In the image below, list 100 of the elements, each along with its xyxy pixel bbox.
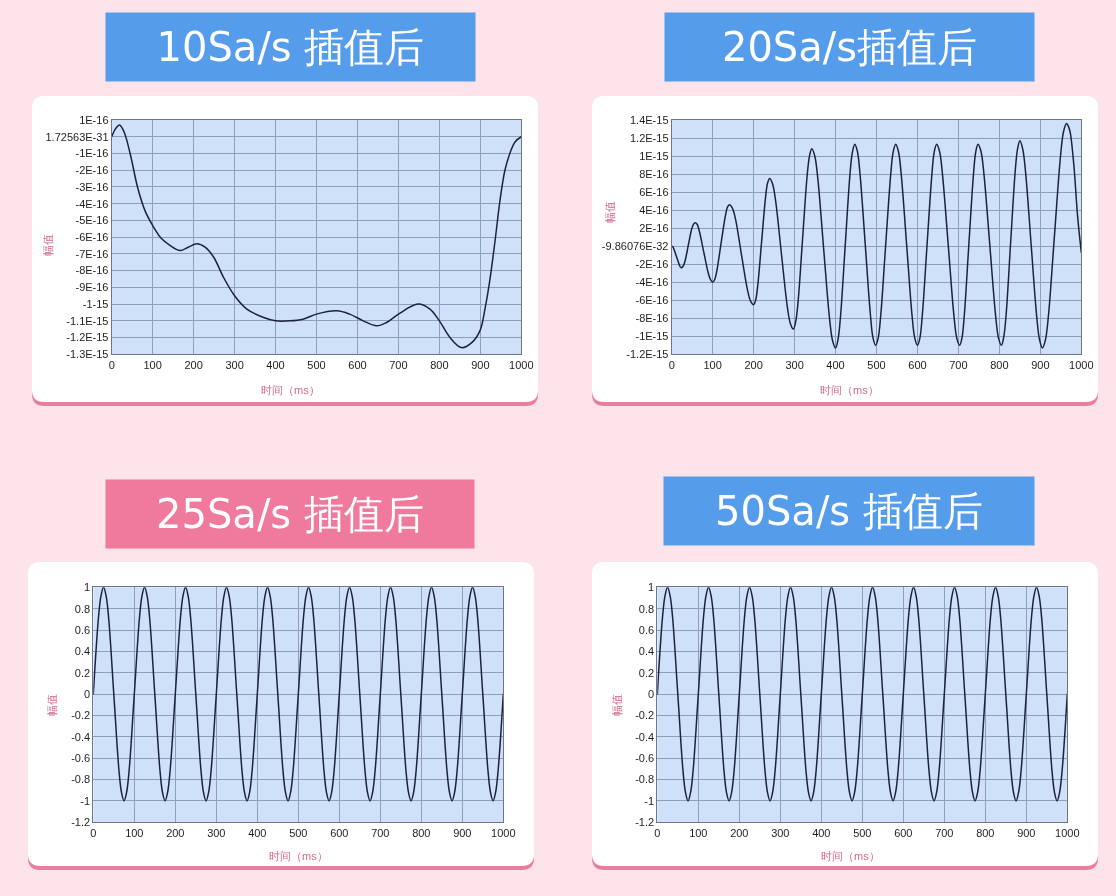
y-tick-label: 1.4E-15 (629, 113, 669, 126)
x-tick-label: 500 (307, 358, 326, 371)
x-tick-label: 400 (266, 358, 285, 371)
x-tick-label: 900 (471, 358, 490, 371)
x-tick-label: 100 (689, 826, 708, 839)
y-tick-label: 0.4 (638, 645, 655, 658)
x-tick-label: 100 (703, 358, 722, 371)
y-tick-label: 0 (647, 687, 655, 700)
y-tick-label: -2E-16 (75, 164, 109, 177)
y-tick-label: -3E-16 (75, 180, 109, 193)
y-tick-label: -2E-16 (635, 258, 669, 271)
y-axis-title: 幅值 (611, 694, 623, 716)
y-tick-label: -1 (644, 794, 655, 807)
chart-title: 10Sa/s 插值后 (156, 24, 425, 70)
x-tick-label: 300 (785, 358, 804, 371)
x-axis-title: 时间（ms） (820, 384, 879, 396)
x-tick-label: 300 (225, 358, 244, 371)
y-tick-label: 1.2E-15 (629, 131, 669, 144)
y-tick-label: 0 (83, 687, 91, 700)
y-tick-label: 0.8 (638, 602, 655, 615)
y-tick-label: -9E-16 (75, 281, 109, 294)
y-tick-label: -1E-15 (635, 330, 669, 343)
x-tick-label: 1000 (491, 826, 516, 839)
line-series (657, 587, 1068, 802)
x-tick-label: 1000 (1055, 826, 1080, 839)
y-tick-label: 8E-16 (639, 167, 669, 180)
x-tick-label: 400 (248, 826, 267, 839)
x-axis-title: 时间（ms） (261, 384, 320, 396)
y-tick-label: -9.86076E-32 (601, 240, 669, 253)
y-tick-label: -8E-16 (75, 264, 109, 277)
y-tick-label: -5E-16 (75, 214, 109, 227)
y-tick-label: -1.2E-15 (626, 348, 669, 361)
x-tick-label: 700 (389, 358, 408, 371)
x-tick-label: 500 (853, 826, 872, 839)
y-tick-label: 0.6 (74, 623, 91, 636)
x-tick-label: 700 (935, 826, 954, 839)
x-tick-label: 200 (184, 358, 203, 371)
y-tick-label: -7E-16 (75, 247, 109, 260)
y-tick-label: -0.4 (635, 730, 655, 743)
x-tick-label: 600 (348, 358, 367, 371)
y-tick-label: 6E-16 (639, 185, 669, 198)
y-tick-label: -0.8 (635, 773, 655, 786)
y-tick-label: -0.2 (635, 709, 655, 722)
x-tick-label: 1000 (509, 358, 534, 371)
x-tick-label: 600 (330, 826, 349, 839)
y-tick-label: 0.2 (74, 666, 91, 679)
y-tick-label: -1.3E-15 (66, 348, 109, 361)
y-tick-label: -1E-16 (75, 147, 109, 160)
x-tick-label: 100 (125, 826, 144, 839)
y-tick-label: 0.8 (74, 602, 91, 615)
y-axis-title: 幅值 (604, 201, 616, 223)
y-tick-label: -8E-16 (635, 312, 669, 325)
y-tick-label: 1 (647, 581, 655, 594)
y-tick-label: 1E-15 (639, 149, 669, 162)
x-tick-label: 900 (453, 826, 472, 839)
x-tick-label: 200 (730, 826, 749, 839)
x-tick-label: 100 (143, 358, 162, 371)
x-tick-label: 800 (976, 826, 995, 839)
y-tick-label: 0.4 (74, 645, 91, 658)
x-tick-label: 900 (1031, 358, 1050, 371)
x-tick-label: 900 (1017, 826, 1036, 839)
x-tick-label: 400 (812, 826, 831, 839)
y-tick-label: -0.6 (71, 752, 91, 765)
x-tick-label: 700 (949, 358, 968, 371)
y-tick-label: -0.6 (635, 752, 655, 765)
x-tick-label: 1000 (1069, 358, 1094, 371)
x-tick-label: 600 (908, 358, 927, 371)
y-tick-label: -0.2 (71, 709, 91, 722)
y-axis-title: 幅值 (42, 234, 54, 256)
y-tick-label: -0.8 (71, 773, 91, 786)
x-tick-label: 400 (826, 358, 845, 371)
x-axis-title: 时间（ms） (269, 850, 328, 862)
x-tick-label: 300 (207, 826, 226, 839)
chart-title: 20Sa/s插值后 (721, 24, 978, 70)
y-tick-label: 0.2 (638, 666, 655, 679)
y-axis-title: 幅值 (46, 694, 58, 716)
y-tick-label: -6E-16 (635, 294, 669, 307)
x-axis-title: 时间（ms） (821, 850, 880, 862)
x-tick-label: 200 (166, 826, 185, 839)
x-tick-label: 500 (289, 826, 308, 839)
y-tick-label: 2E-16 (639, 221, 669, 234)
y-tick-label: -0.4 (71, 730, 91, 743)
y-tick-label: -1-15 (82, 297, 109, 310)
y-tick-label: 1E-16 (79, 113, 109, 126)
chart-title: 50Sa/s 插值后 (715, 488, 983, 534)
x-tick-label: 600 (894, 826, 913, 839)
x-tick-label: 800 (412, 826, 431, 839)
y-tick-label: 0.6 (638, 623, 655, 636)
y-tick-label: -6E-16 (75, 231, 109, 243)
y-tick-label: -1.1E-15 (66, 314, 109, 327)
y-tick-label: -4E-16 (635, 276, 669, 289)
y-tick-label: -1 (80, 794, 91, 807)
y-tick-label: 4E-16 (639, 203, 669, 216)
x-tick-label: 200 (744, 358, 763, 371)
y-tick-label: -1.2 (71, 816, 91, 829)
x-tick-label: 500 (867, 358, 886, 371)
y-tick-label: -1.2 (635, 816, 655, 829)
y-tick-label: -4E-16 (75, 197, 109, 210)
chart-title: 25Sa/s 插值后 (156, 491, 424, 537)
x-tick-label: 700 (371, 826, 390, 839)
